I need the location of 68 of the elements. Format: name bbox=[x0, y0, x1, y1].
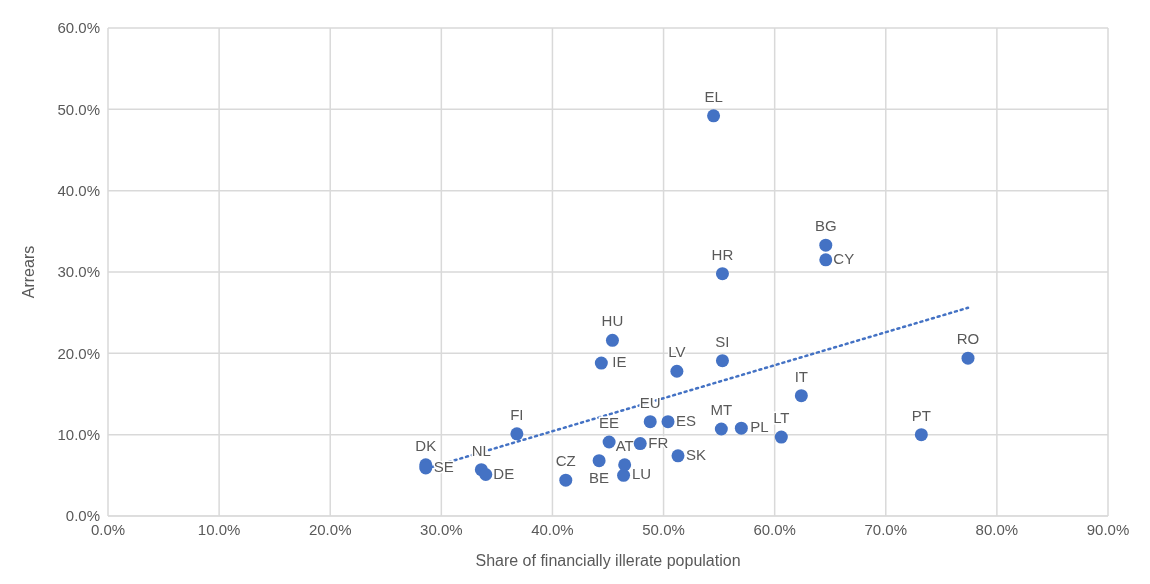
data-label: SE bbox=[433, 458, 454, 476]
data-label: PL bbox=[750, 418, 769, 436]
x-tick-label: 90.0% bbox=[1086, 520, 1130, 538]
x-axis-title: Share of financially illerate population bbox=[475, 552, 741, 569]
point bbox=[592, 454, 606, 468]
data-label: HU bbox=[601, 312, 624, 330]
x-tick-label: 60.0% bbox=[753, 520, 796, 538]
data-label: BG bbox=[814, 217, 837, 235]
data-label: DK bbox=[415, 436, 437, 454]
x-tick-label: 50.0% bbox=[642, 520, 685, 538]
point bbox=[479, 468, 493, 482]
point bbox=[819, 238, 833, 252]
point bbox=[715, 267, 729, 281]
point bbox=[633, 437, 647, 451]
data-label: CY bbox=[833, 249, 855, 267]
point bbox=[774, 430, 788, 444]
point bbox=[715, 354, 729, 368]
point bbox=[734, 421, 748, 435]
y-tick-label: 30.0% bbox=[57, 263, 100, 281]
x-tick-label: 10.0% bbox=[197, 520, 241, 538]
y-tick-label: 60.0% bbox=[57, 19, 100, 37]
data-label: FI bbox=[510, 405, 524, 423]
data-label: LU bbox=[631, 465, 652, 483]
x-tick-label: 40.0% bbox=[531, 520, 574, 538]
data-label: EE bbox=[599, 413, 620, 431]
data-label: DE bbox=[493, 464, 515, 482]
x-tick-label: 70.0% bbox=[864, 520, 908, 538]
data-label: HR bbox=[711, 245, 734, 263]
data-label: LV bbox=[668, 343, 686, 361]
x-tick-label: 30.0% bbox=[420, 520, 463, 538]
data-label: ES bbox=[675, 411, 697, 429]
point bbox=[510, 427, 524, 441]
point bbox=[671, 449, 685, 463]
point bbox=[559, 473, 573, 487]
data-label: SK bbox=[685, 445, 707, 463]
point bbox=[617, 468, 631, 482]
point bbox=[670, 364, 684, 378]
point bbox=[961, 351, 975, 365]
point bbox=[602, 435, 616, 449]
y-tick-label: 20.0% bbox=[57, 344, 100, 362]
data-label: PT bbox=[911, 406, 931, 424]
point bbox=[819, 253, 833, 267]
y-tick-label: 50.0% bbox=[57, 100, 100, 118]
data-label: IT bbox=[794, 367, 809, 385]
point bbox=[914, 428, 928, 442]
data-label: SI bbox=[715, 332, 730, 350]
point bbox=[594, 356, 608, 370]
data-label: IE bbox=[612, 353, 627, 371]
data-label: LT bbox=[773, 409, 790, 427]
point bbox=[707, 109, 721, 123]
data-label: EL bbox=[704, 87, 723, 105]
data-label: AT bbox=[615, 436, 634, 454]
y-tick-label: 40.0% bbox=[57, 181, 100, 199]
x-tick-label: 80.0% bbox=[975, 520, 1019, 538]
y-axis-title: Arrears bbox=[19, 245, 37, 299]
point bbox=[661, 415, 675, 429]
data-label: FR bbox=[648, 433, 669, 451]
data-label: BE bbox=[589, 468, 610, 486]
data-label: CZ bbox=[555, 452, 576, 470]
point bbox=[714, 422, 728, 436]
data-label: MT bbox=[710, 400, 733, 418]
point bbox=[618, 458, 632, 472]
point bbox=[605, 333, 619, 347]
y-tick-label: 10.0% bbox=[57, 425, 100, 443]
point bbox=[643, 415, 657, 429]
x-tick-label: 20.0% bbox=[308, 520, 352, 538]
data-label: RO bbox=[956, 330, 980, 348]
point bbox=[794, 389, 808, 403]
